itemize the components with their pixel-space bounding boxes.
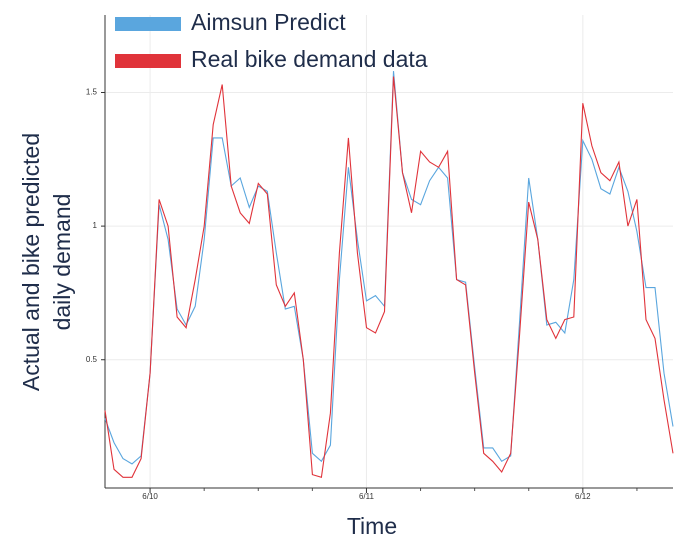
x-axis-label: Time [347,513,397,539]
y-tick-label: 1.5 [86,88,98,97]
y-tick-label: 0.5 [86,355,98,364]
y-axis-label: Actual and bike predicted daily demand [18,133,75,391]
y-tick-label: 1 [93,221,98,230]
y-axis-label-line: Actual and bike predicted [18,133,44,391]
y-axis-label-line: daily demand [49,194,75,331]
legend-swatch [115,54,181,68]
x-tick-label: 6/10 [142,492,158,501]
x-tick-label: 6/12 [575,492,591,501]
series-line [104,76,674,479]
legend-label: Real bike demand data [191,46,428,72]
legend-swatch [115,17,181,31]
x-tick-label: 6/11 [359,492,375,501]
legend-label: Aimsun Predict [191,9,346,35]
